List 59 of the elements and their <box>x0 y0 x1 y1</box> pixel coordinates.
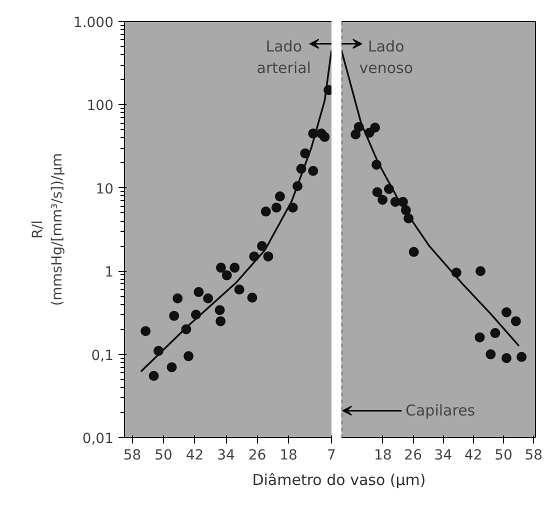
x-axis-title: Diâmetro do vaso (µm) <box>252 470 426 491</box>
y-tick-label: 0,1 <box>91 348 114 364</box>
x-tick-label: 26 <box>248 448 266 464</box>
x-tick-label: 7 <box>327 448 336 464</box>
x-tick-label: 34 <box>434 448 452 464</box>
point <box>476 266 486 276</box>
point <box>501 307 512 318</box>
point <box>350 129 361 140</box>
point <box>216 316 226 326</box>
y-tick-label: 1.000 <box>73 15 114 31</box>
point <box>230 262 240 273</box>
point <box>516 352 527 362</box>
point <box>140 326 151 336</box>
point <box>214 305 225 316</box>
point <box>490 328 500 338</box>
x-tick-label: 42 <box>464 448 482 464</box>
point <box>234 284 244 295</box>
x-tick-label: 26 <box>404 448 422 464</box>
point <box>247 292 258 303</box>
point <box>194 287 204 298</box>
point <box>148 370 159 381</box>
point <box>271 202 282 213</box>
x-tick-label: 42 <box>186 448 204 464</box>
x-tick-label: 18 <box>280 448 298 464</box>
y-tick-label: 100 <box>86 98 114 114</box>
point <box>510 316 521 326</box>
x-tick-label: 50 <box>154 448 172 464</box>
point <box>486 349 496 360</box>
point <box>216 262 226 273</box>
point <box>260 206 271 217</box>
point <box>501 353 512 364</box>
annotation: Lado venoso <box>359 38 414 78</box>
point <box>256 241 267 252</box>
y-axis-title: R/l (mmsHg/[mm³/s])/µm <box>30 153 66 306</box>
point <box>378 194 388 205</box>
point <box>474 332 485 342</box>
point <box>320 132 330 142</box>
point <box>263 251 274 262</box>
x-tick-label: 18 <box>374 448 392 464</box>
point <box>372 187 382 198</box>
annotation: Lado arterial <box>256 38 311 78</box>
point <box>308 166 318 176</box>
point <box>169 310 180 321</box>
point <box>172 293 183 304</box>
point <box>274 191 285 202</box>
annotation: Capilares <box>406 402 476 420</box>
point <box>370 122 380 133</box>
point <box>166 362 177 372</box>
y-tick-label: 1 <box>104 264 114 281</box>
point <box>203 293 214 304</box>
point <box>184 351 194 362</box>
x-tick-label: 58 <box>524 448 543 464</box>
y-tick-label: 10 <box>96 181 114 198</box>
point <box>222 270 232 280</box>
x-tick-label: 34 <box>217 448 236 464</box>
x-tick-label: 58 <box>123 448 142 464</box>
point <box>408 246 419 257</box>
x-tick-label: 50 <box>494 448 512 464</box>
y-tick-label: 0,01 <box>82 431 114 447</box>
